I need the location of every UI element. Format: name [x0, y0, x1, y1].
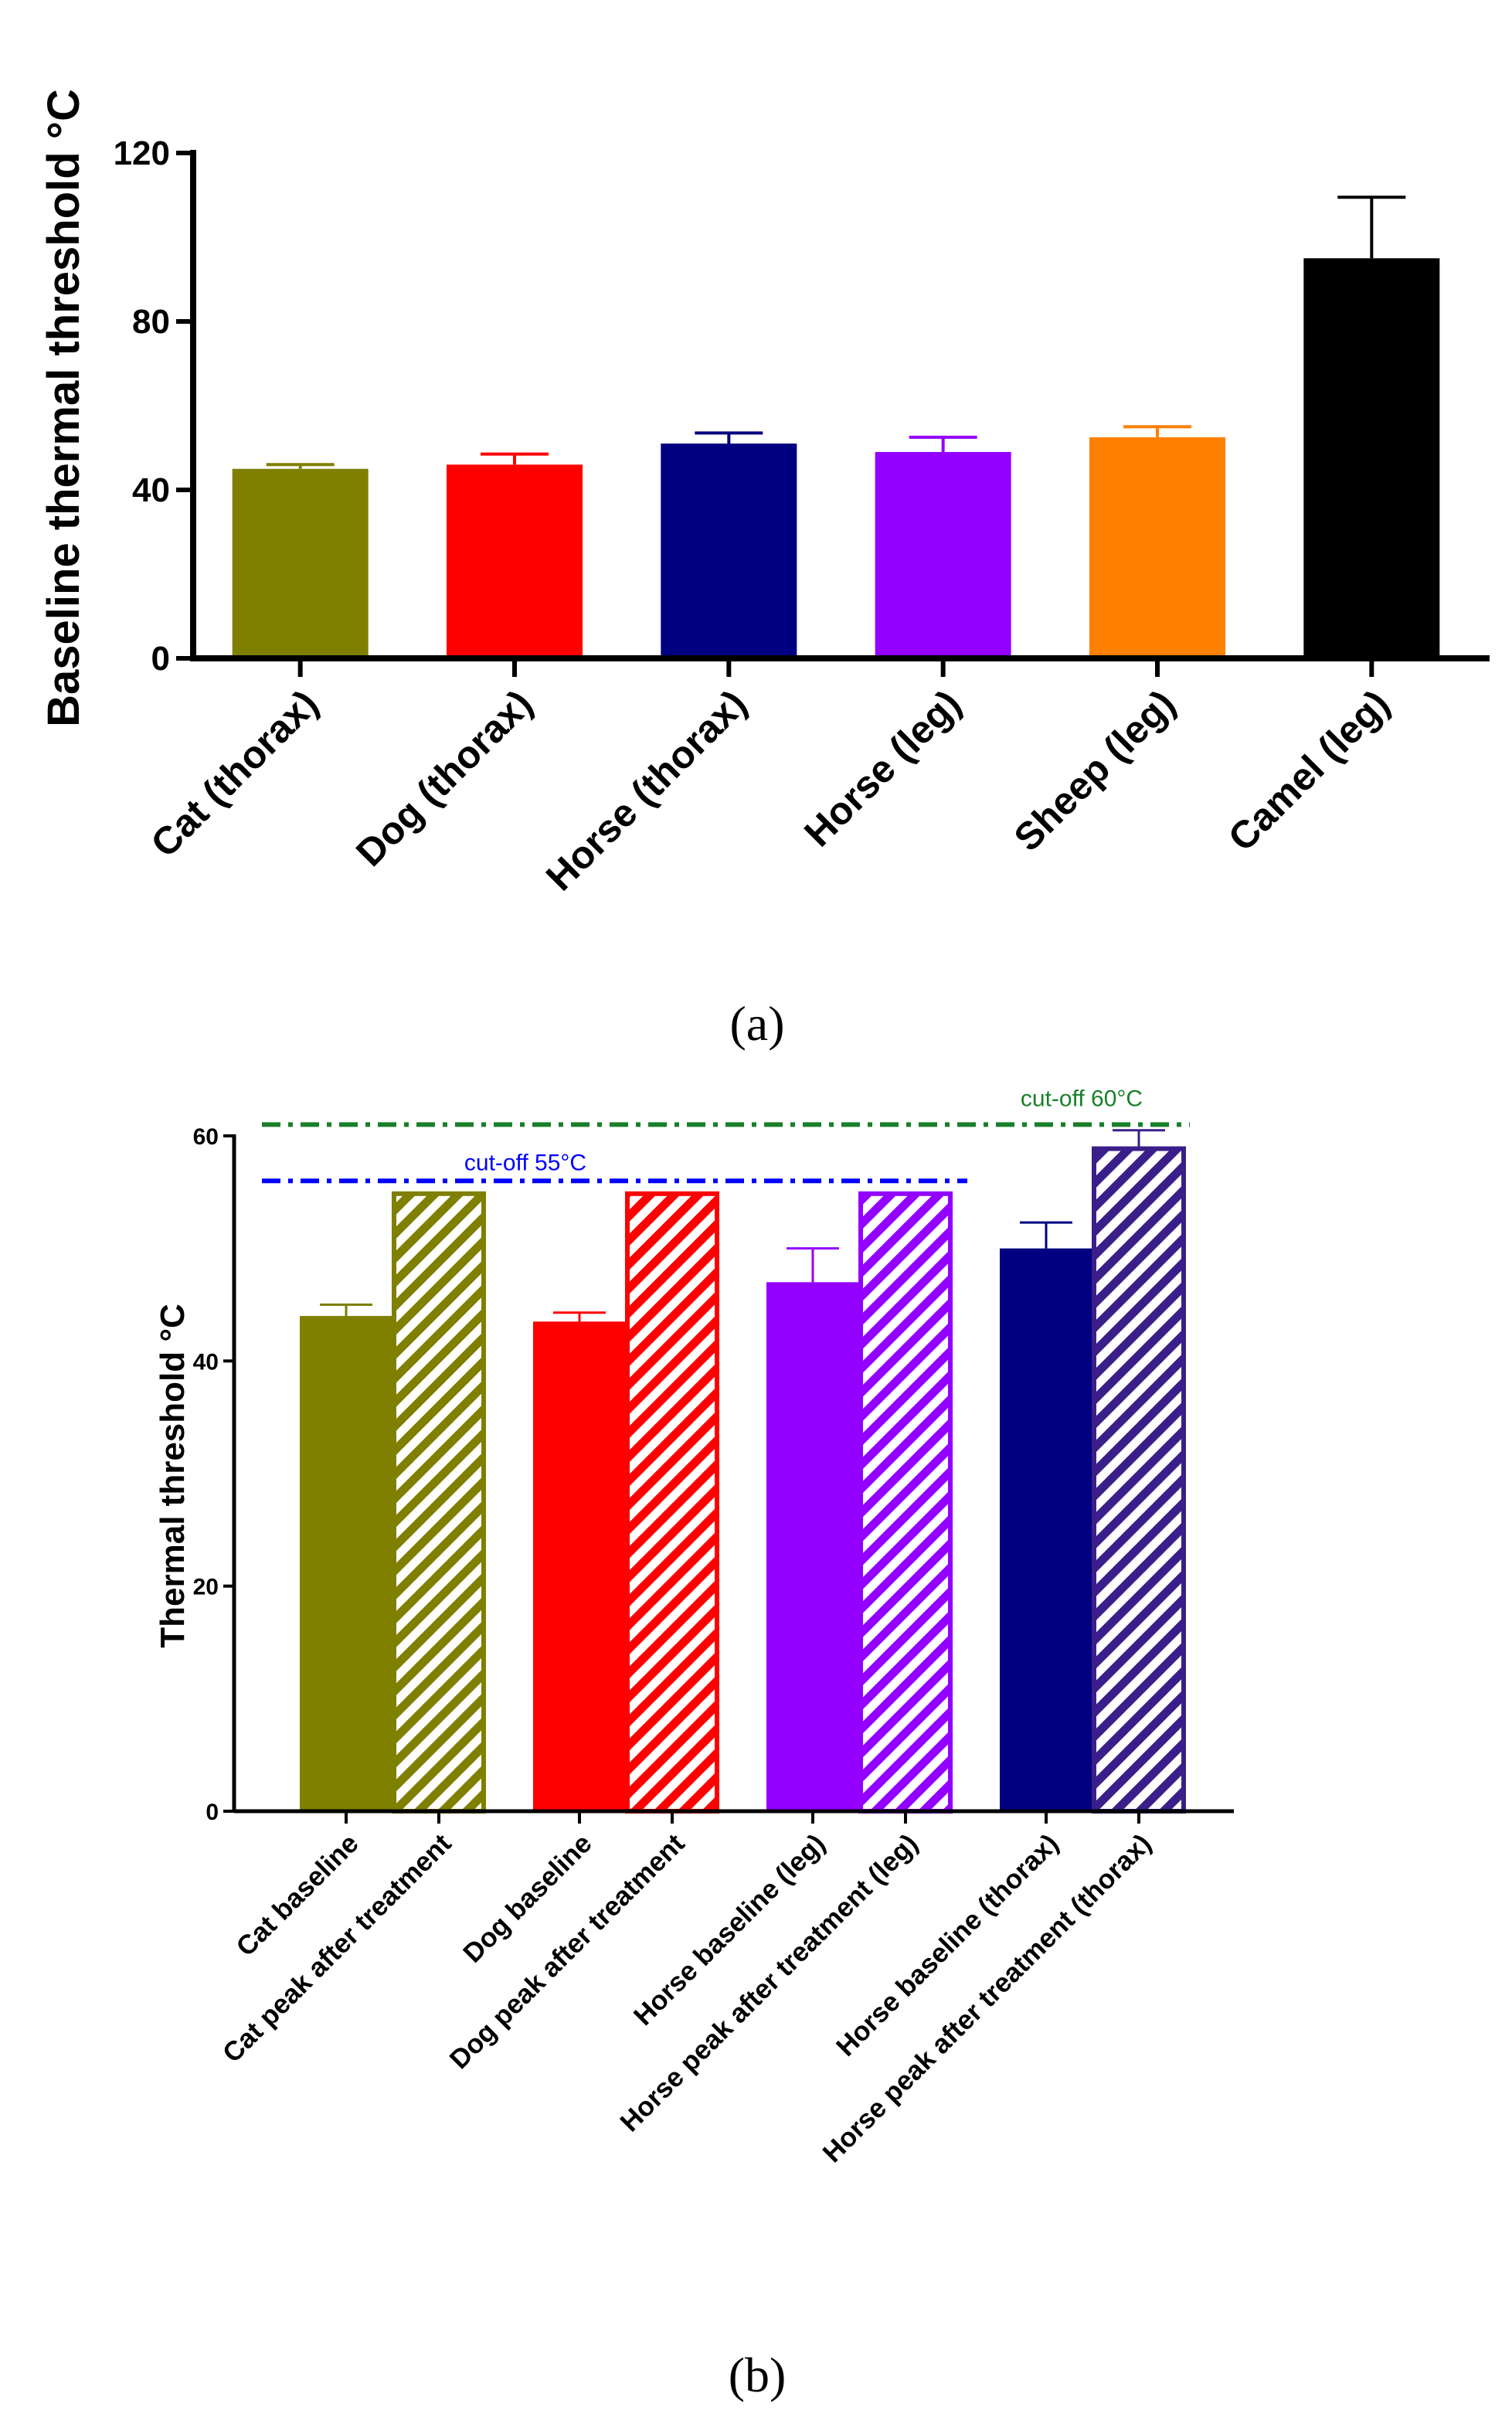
chart-b-bars: [300, 1146, 1186, 1814]
chart-a-error-bars: [266, 195, 1406, 469]
chart-b-bar-hatch-3: [627, 1193, 717, 1811]
chart-b-y-tick-label-2: 40: [193, 1349, 219, 1375]
chart-a-y-axis-label: Baseline thermal threshold °C: [39, 89, 89, 727]
chart-a-bar-1: [447, 464, 583, 658]
chart-a-axes: [190, 150, 1490, 677]
chart-a: Baseline thermal threshold °C 0 40 80 120 C…: [39, 89, 1490, 1051]
chart-b-reference-label-1: cut-off 60°C: [1021, 1086, 1143, 1111]
chart-b-bar-4: [766, 1282, 859, 1811]
chart-a-x-tick-label-2: Horse (thorax): [538, 682, 755, 899]
chart-a-y-tick-label-1: 40: [132, 471, 170, 509]
chart-a-x-tick-labels: Cat (thorax) Dog (thorax)Horse (thorax) Ho…: [142, 682, 1398, 899]
chart-b-bar-hatch-1: [394, 1193, 484, 1811]
chart-b-reference-label-0: cut-off 55°C: [464, 1150, 586, 1175]
chart-b-y-tick-label-1: 20: [193, 1575, 219, 1600]
chart-b-bar-6: [1000, 1248, 1092, 1811]
chart-b-bar-2: [533, 1321, 626, 1811]
chart-a-x-tick-label-3: Horse (leg): [796, 682, 969, 855]
chart-b-bar-hatch-7: [1094, 1148, 1184, 1811]
chart-b-error-bars: [320, 1129, 1165, 1322]
chart-a-y-tick-label-0: 0: [151, 640, 170, 678]
chart-a-caption: (a): [729, 996, 784, 1051]
chart-a-x-tick-label-0: Cat (thorax): [142, 682, 326, 865]
chart-a-bar-2: [661, 444, 797, 658]
chart-a-y-tick-label-2: 80: [132, 303, 170, 341]
chart-a-y-tick-label-3: 120: [114, 134, 170, 172]
chart-a-x-tick-label-5: Camel (leg): [1220, 682, 1398, 859]
chart-a-bar-0: [232, 468, 369, 658]
chart-b-bar-0: [300, 1316, 392, 1811]
chart-a-x-tick-label-4: Sheep (leg): [1006, 682, 1184, 859]
chart-b-caption: (b): [729, 2347, 787, 2402]
chart-a-bar-3: [875, 451, 1011, 658]
chart-b-bar-hatch-5: [861, 1193, 950, 1811]
chart-b-reference-lines: cut-off 55°C cut-off 60°C: [262, 1086, 1190, 1184]
chart-b-y-tick-label-3: 60: [193, 1124, 219, 1150]
chart-b-axes: [232, 1134, 1234, 1824]
chart-b: Thermal threshold °C cut-off 55°Ccut-off…: [154, 1086, 1234, 2402]
chart-a-bar-5: [1303, 258, 1440, 658]
chart-a-y-ticks: 0 40 80 120: [114, 134, 193, 678]
chart-b-y-axis-label: Thermal threshold °C: [154, 1304, 192, 1647]
chart-a-bars: [232, 258, 1440, 658]
chart-b-y-tick-label-0: 0: [206, 1800, 219, 1825]
chart-b-y-ticks: 0 20 40 60: [193, 1124, 234, 1825]
chart-a-x-tick-label-1: Dog (thorax): [348, 682, 541, 875]
chart-a-bar-4: [1089, 437, 1225, 658]
